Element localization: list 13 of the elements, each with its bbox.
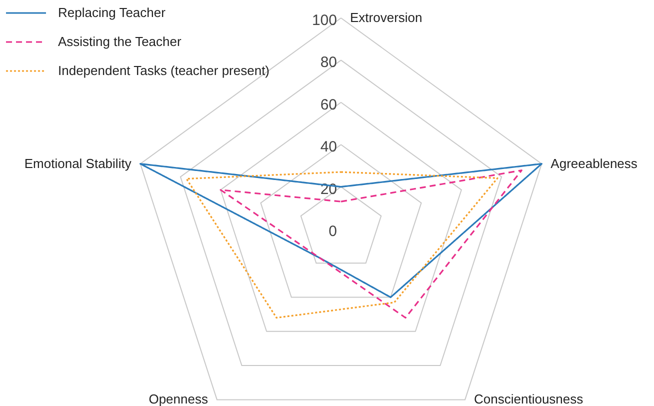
spoke-label: Extroversion: [350, 10, 422, 25]
spoke-label: Openness: [148, 392, 208, 406]
y-tick-label: 100: [312, 12, 337, 29]
y-tick-label: 60: [320, 96, 337, 114]
spoke-label: Conscientiousness: [474, 392, 584, 406]
legend-label: Assisting the Teacher: [58, 34, 182, 49]
y-tick-label: 80: [320, 54, 337, 72]
legend-label: Replacing Teacher: [58, 5, 166, 20]
spoke-label: Emotional Stability: [24, 156, 132, 171]
spoke-label: Agreeableness: [550, 156, 638, 171]
legend-label: Independent Tasks (teacher present): [58, 63, 270, 78]
y-tick-label: 40: [320, 138, 337, 156]
y-tick-label: 0: [328, 223, 337, 240]
